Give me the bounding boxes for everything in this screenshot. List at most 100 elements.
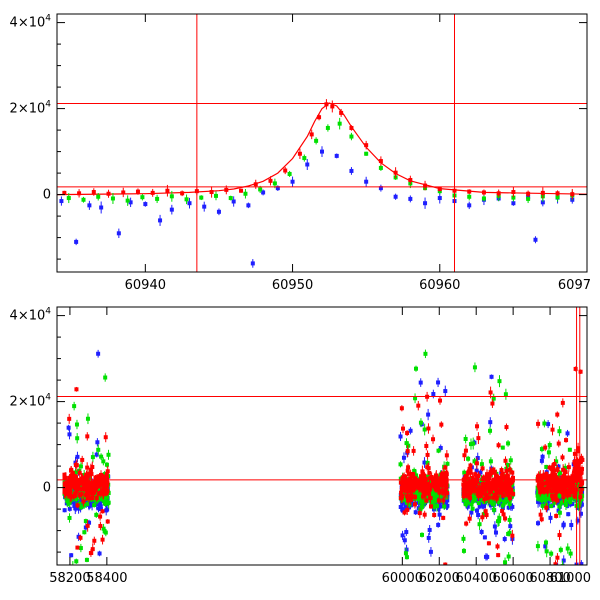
- data-point-blue: [579, 562, 584, 565]
- data-point-red: [494, 484, 499, 489]
- data-point-green: [364, 151, 369, 156]
- data-point-green: [83, 519, 88, 524]
- data-point-red: [436, 488, 441, 493]
- data-point-green: [102, 529, 107, 534]
- data-point-green: [461, 548, 466, 553]
- data-point-red: [504, 468, 509, 473]
- data-point-green: [78, 546, 83, 551]
- data-point-red: [104, 487, 109, 492]
- data-point-green: [404, 555, 409, 560]
- data-point-blue: [275, 186, 280, 191]
- data-point-green: [467, 194, 472, 199]
- data-point-red: [428, 496, 433, 501]
- data-point-red: [96, 481, 101, 486]
- data-point-green: [85, 416, 90, 421]
- data-point-blue: [539, 458, 544, 463]
- data-point-green: [81, 197, 86, 202]
- data-point-green: [67, 515, 72, 520]
- data-point-green: [66, 196, 71, 201]
- data-point-blue: [320, 149, 324, 154]
- data-point-red: [63, 476, 68, 481]
- data-point-red: [444, 483, 449, 488]
- data-point-red: [349, 125, 354, 130]
- data-point-green: [99, 496, 104, 501]
- data-point-green: [479, 462, 484, 467]
- data-point-red: [437, 490, 442, 495]
- data-point-red: [472, 485, 477, 490]
- data-point-red: [508, 487, 513, 492]
- data-point-blue: [98, 507, 103, 512]
- data-point-red: [503, 458, 508, 463]
- data-point-red: [405, 449, 410, 454]
- data-point-red: [461, 494, 466, 499]
- data-point-red: [444, 472, 449, 477]
- data-point-red: [466, 476, 471, 481]
- data-point-green: [507, 501, 512, 506]
- data-point-green: [406, 443, 411, 448]
- data-point-green: [337, 121, 342, 126]
- data-point-blue: [400, 533, 405, 538]
- data-point-red: [437, 187, 442, 192]
- data-point-red: [420, 485, 425, 490]
- data-point-blue: [493, 530, 498, 535]
- data-point-red: [405, 489, 410, 494]
- data-point-blue: [402, 507, 407, 512]
- data-point-blue: [469, 510, 474, 515]
- data-point-blue: [548, 515, 553, 520]
- data-point-blue: [436, 506, 441, 511]
- data-point-blue: [436, 522, 441, 527]
- data-point-blue: [413, 510, 418, 515]
- data-point-green: [74, 559, 79, 564]
- data-point-red: [268, 178, 273, 183]
- data-point-red: [481, 485, 486, 490]
- data-point-blue: [59, 199, 64, 204]
- data-point-blue: [506, 565, 510, 569]
- data-point-red: [418, 474, 423, 479]
- data-point-red: [71, 479, 76, 484]
- data-point-red: [476, 474, 481, 479]
- data-point-red: [324, 102, 329, 107]
- data-point-red: [489, 470, 494, 475]
- data-point-green: [466, 456, 471, 461]
- data-point-red: [504, 425, 509, 430]
- data-point-blue: [169, 207, 174, 212]
- data-point-blue: [422, 460, 427, 465]
- data-point-red: [438, 398, 443, 403]
- data-point-green: [539, 447, 544, 452]
- data-point-red: [423, 476, 428, 481]
- data-point-green: [506, 554, 511, 559]
- data-point-blue: [489, 374, 494, 379]
- data-point-red: [498, 475, 503, 480]
- data-point-blue: [437, 196, 442, 201]
- data-point-blue: [511, 201, 516, 206]
- data-point-green: [491, 502, 496, 507]
- data-point-red: [485, 472, 490, 477]
- data-point-green: [556, 494, 561, 499]
- data-point-green: [65, 499, 70, 504]
- data-point-red: [92, 538, 97, 543]
- data-point-blue: [364, 179, 369, 184]
- data-point-red: [98, 514, 103, 519]
- data-point-red: [415, 483, 420, 488]
- data-point-red: [405, 507, 410, 512]
- data-point-blue: [474, 508, 479, 513]
- data-point-red: [121, 190, 126, 195]
- data-point-green: [104, 462, 109, 467]
- data-point-blue: [436, 380, 441, 385]
- data-point-blue: [502, 537, 507, 542]
- data-point-green: [77, 501, 82, 506]
- data-point-green: [110, 196, 115, 201]
- data-point-red: [100, 509, 105, 514]
- data-point-red: [90, 465, 95, 470]
- data-point-blue: [543, 544, 548, 549]
- data-point-red: [63, 482, 68, 487]
- data-point-green: [497, 379, 502, 384]
- data-point-green: [549, 504, 554, 509]
- data-point-red: [443, 465, 448, 470]
- data-point-red: [62, 472, 67, 477]
- data-point-red: [64, 486, 69, 491]
- data-point-blue: [96, 506, 101, 511]
- data-point-red: [399, 490, 404, 495]
- data-point-blue: [97, 502, 102, 507]
- data-point-green: [416, 496, 421, 501]
